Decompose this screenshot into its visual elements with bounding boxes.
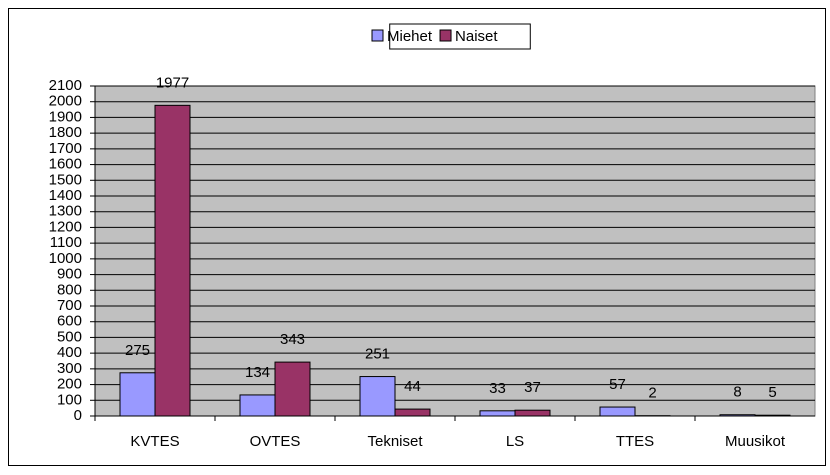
y-tick-label: 1300 <box>49 203 82 220</box>
plot-area <box>95 86 815 416</box>
y-tick-label: 200 <box>57 376 82 393</box>
data-label: 275 <box>125 342 150 359</box>
y-tick-label: 800 <box>57 281 82 298</box>
y-tick-label: 1900 <box>49 108 82 125</box>
bar <box>395 409 430 416</box>
legend-swatch <box>440 30 451 41</box>
y-tick-label: 1800 <box>49 124 82 141</box>
bar <box>360 377 395 416</box>
y-tick-label: 400 <box>57 344 82 361</box>
legend-label: Naiset <box>455 28 498 45</box>
data-label: 2 <box>648 385 656 402</box>
data-label: 343 <box>280 331 305 348</box>
x-tick-label: TTES <box>616 433 654 450</box>
x-tick-label: LS <box>506 433 524 450</box>
y-tick-label: 1500 <box>49 171 82 188</box>
data-label: 44 <box>404 378 421 395</box>
legend-label: Miehet <box>387 28 433 45</box>
y-tick-label: 100 <box>57 391 82 408</box>
bar <box>240 395 275 416</box>
x-tick-label: KVTES <box>130 433 179 450</box>
data-label: 5 <box>768 384 776 401</box>
bar <box>600 407 635 416</box>
x-tick-label: OVTES <box>250 433 301 450</box>
data-label: 251 <box>365 346 390 363</box>
bar <box>755 415 790 416</box>
bar <box>720 415 755 416</box>
y-tick-label: 900 <box>57 266 82 283</box>
y-tick-label: 600 <box>57 313 82 330</box>
data-label: 37 <box>524 379 541 396</box>
y-tick-label: 2000 <box>49 93 82 110</box>
data-label: 8 <box>733 384 741 401</box>
y-tick-label: 1600 <box>49 156 82 173</box>
bar <box>515 410 550 416</box>
x-tick-label: Muusikot <box>725 433 786 450</box>
data-label: 33 <box>489 380 506 397</box>
y-tick-label: 1000 <box>49 250 82 267</box>
data-label: 134 <box>245 364 270 381</box>
y-tick-label: 1400 <box>49 187 82 204</box>
x-tick-label: Tekniset <box>367 433 423 450</box>
bar <box>120 373 155 416</box>
y-tick-label: 1100 <box>50 234 82 251</box>
legend-swatch <box>372 30 383 41</box>
y-tick-label: 1700 <box>49 140 82 157</box>
data-label: 1977 <box>156 74 189 91</box>
y-tick-label: 700 <box>57 297 82 314</box>
y-tick-label: 300 <box>57 360 82 377</box>
data-label: 57 <box>609 376 626 393</box>
bar <box>275 362 310 416</box>
y-tick-label: 0 <box>74 407 82 424</box>
y-tick-label: 500 <box>57 328 82 345</box>
y-tick-label: 2100 <box>49 77 82 94</box>
y-tick-label: 1200 <box>49 218 82 235</box>
bar <box>155 105 190 416</box>
bar <box>480 411 515 416</box>
